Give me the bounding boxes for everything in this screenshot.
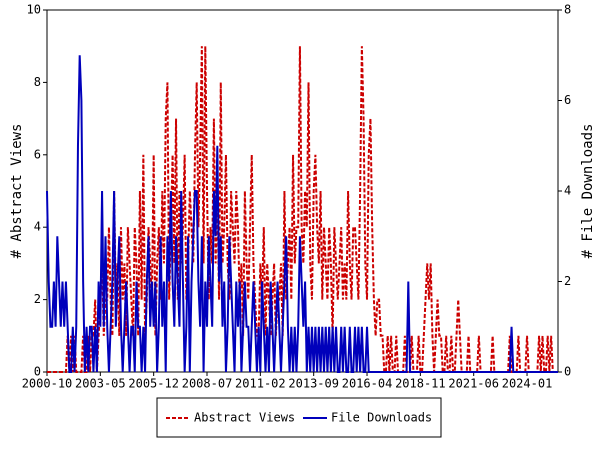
x-tick-label: 2024-01 [502, 377, 553, 391]
y-axis-label: # Abstract Views [9, 124, 25, 259]
x-tick-label: 2008-07 [182, 377, 233, 391]
y-tick-label: 10 [27, 3, 41, 17]
y-tick-label: 6 [34, 147, 41, 161]
x-tick-label: 2011-02 [235, 377, 286, 391]
legend-box [156, 397, 442, 438]
series-line [46, 55, 558, 373]
y-tick-label: 0 [34, 365, 41, 379]
x-tick-label: 2000-10 [22, 377, 73, 391]
y2-tick-label: 0 [564, 365, 571, 379]
y2-tick-label: 6 [564, 93, 571, 107]
y-tick-label: 4 [34, 220, 41, 234]
y2-tick-label: 8 [564, 3, 571, 17]
y2-tick-label: 2 [564, 274, 571, 288]
legend-label: File Downloads [331, 411, 432, 425]
y2-tick-label: 4 [564, 184, 571, 198]
x-tick-label: 2013-09 [288, 377, 339, 391]
y-tick-label: 8 [34, 75, 41, 89]
x-tick-label: 2016-04 [342, 377, 393, 391]
x-tick-label: 2018-11 [395, 377, 446, 391]
y-tick-label: 2 [34, 292, 41, 306]
x-tick-label: 2021-06 [448, 377, 499, 391]
x-tick-label: 2003-05 [75, 377, 126, 391]
y2-axis-label: # File Downloads [580, 124, 596, 259]
x-tick-label: 2005-12 [128, 377, 179, 391]
legend-label: Abstract Views [194, 411, 295, 425]
